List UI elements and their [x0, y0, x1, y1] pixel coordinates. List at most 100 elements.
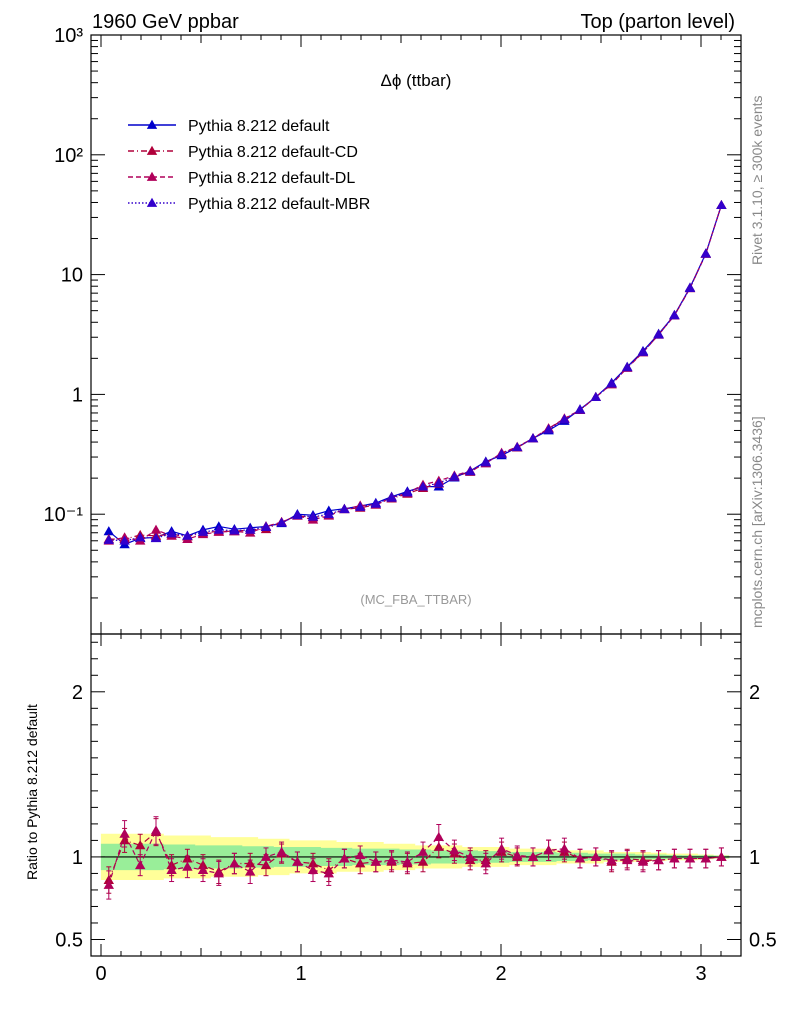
data-point [700, 248, 711, 258]
data-point [465, 466, 476, 476]
ratio-data-point [103, 879, 114, 889]
ratio-data-point [197, 864, 209, 875]
ratio-data-point [150, 825, 162, 835]
ratio-data-point [449, 845, 460, 855]
legend-label: Pythia 8.212 default [188, 118, 330, 135]
ratio-plot-frame [90, 633, 742, 957]
ratio-data-point [417, 846, 429, 856]
data-point [622, 362, 633, 372]
data-point [135, 532, 146, 542]
data-point [150, 524, 162, 534]
data-point [339, 504, 350, 514]
ratio-panel: 0.5 0.5 1 1 2 2 0 1 2 3 [55, 633, 777, 985]
ratio-data-point [276, 846, 287, 856]
data-point [543, 424, 554, 434]
data-point [182, 530, 193, 540]
legend-marker [146, 171, 158, 181]
ratio-y-tick-label: 1 [72, 847, 83, 869]
legend-label: Pythia 8.212 default-CD [188, 144, 358, 161]
main-y-tick-label: 10³ [54, 25, 83, 47]
rivet-label: Rivet 3.1.10, ≥ 300k events [749, 95, 765, 265]
main-panel: 10⁻¹ 1 10 10² 10³ [44, 25, 742, 635]
legend-marker [146, 119, 158, 129]
ratio-data-point [496, 843, 507, 853]
legend-marker [146, 145, 158, 155]
data-point [166, 528, 177, 538]
legend: Pythia 8.212 default Pythia 8.212 default… [128, 118, 370, 213]
ratio-data-point [684, 853, 696, 863]
ratio-y-tick-label-right: 2 [749, 682, 760, 704]
data-point [150, 533, 162, 543]
data-point [103, 534, 114, 544]
ratio-data-point [339, 853, 350, 863]
ratio-data-point [512, 850, 523, 860]
data-point [496, 448, 507, 458]
data-point [292, 510, 303, 520]
data-point [323, 509, 334, 519]
ratio-data-point [465, 851, 476, 861]
ratio-y-tick-label-right: 1 [749, 847, 760, 869]
x-tick-label: 3 [695, 963, 706, 985]
ratio-data-point [700, 853, 711, 863]
ratio-y-tick-label-right: 0.5 [749, 929, 777, 951]
data-point [386, 492, 397, 502]
header-left-label: 1960 GeV ppbar [92, 11, 239, 33]
ratio-data-point [245, 866, 256, 876]
ratio-data-point [260, 851, 272, 861]
data-point [276, 517, 287, 527]
data-point [559, 414, 570, 424]
data-point [590, 391, 601, 401]
ratio-data-point [669, 853, 680, 863]
data-point [480, 457, 491, 467]
data-point [260, 521, 272, 532]
x-tick-label: 0 [95, 963, 106, 985]
data-point [229, 525, 240, 535]
data-point [527, 433, 539, 443]
ratio-data-point [653, 855, 664, 865]
data-point [449, 471, 460, 481]
data-point [684, 282, 696, 292]
data-point [512, 442, 523, 452]
data-point [574, 404, 586, 414]
ratio-series-line [108, 828, 722, 886]
main-y-tick-label: 10² [54, 145, 83, 167]
x-tick-label: 1 [295, 963, 306, 985]
data-point [307, 511, 319, 521]
ratio-data-point [182, 861, 193, 871]
ratio-data-point [574, 853, 586, 863]
main-y-tick-label: 10⁻¹ [44, 504, 84, 526]
data-point [245, 524, 256, 534]
data-point [103, 526, 114, 536]
ratio-data-point [480, 858, 491, 868]
plot-title: Δϕ (ttbar) [381, 71, 452, 90]
ratio-data-point [119, 828, 130, 838]
ratio-data-point [590, 851, 601, 861]
data-point [606, 378, 617, 388]
ratio-data-point [292, 856, 303, 866]
ratio-data-point [606, 855, 617, 865]
ratio-data-point [323, 868, 334, 878]
ratio-data-point [716, 851, 727, 861]
data-point [716, 199, 727, 210]
ratio-data-point [135, 840, 146, 850]
main-y-tick-label: 10 [61, 265, 83, 287]
ratio-data-point [370, 856, 381, 866]
ratio-data-point [307, 864, 319, 875]
ratio-data-point [543, 845, 554, 855]
ratio-y-axis-label: Ratio to Pythia 8.212 default [24, 704, 40, 880]
main-y-tick-label: 1 [72, 384, 83, 406]
header-right-label: Top (parton level) [580, 11, 735, 33]
data-point [402, 487, 413, 497]
ratio-data-point [637, 856, 649, 866]
legend-label: Pythia 8.212 default-DL [188, 170, 355, 187]
legend-marker [146, 197, 158, 207]
ratio-y-tick-label: 0.5 [55, 929, 83, 951]
ratio-data-point [433, 831, 444, 842]
mcplots-label: mcplots.cern.ch [arXiv:1306.3436] [749, 416, 765, 628]
x-tick-label: 2 [495, 963, 506, 985]
ratio-data-point [229, 858, 240, 868]
ratio-data-point [622, 855, 633, 865]
data-point [637, 346, 649, 356]
ratio-data-point [386, 855, 397, 865]
